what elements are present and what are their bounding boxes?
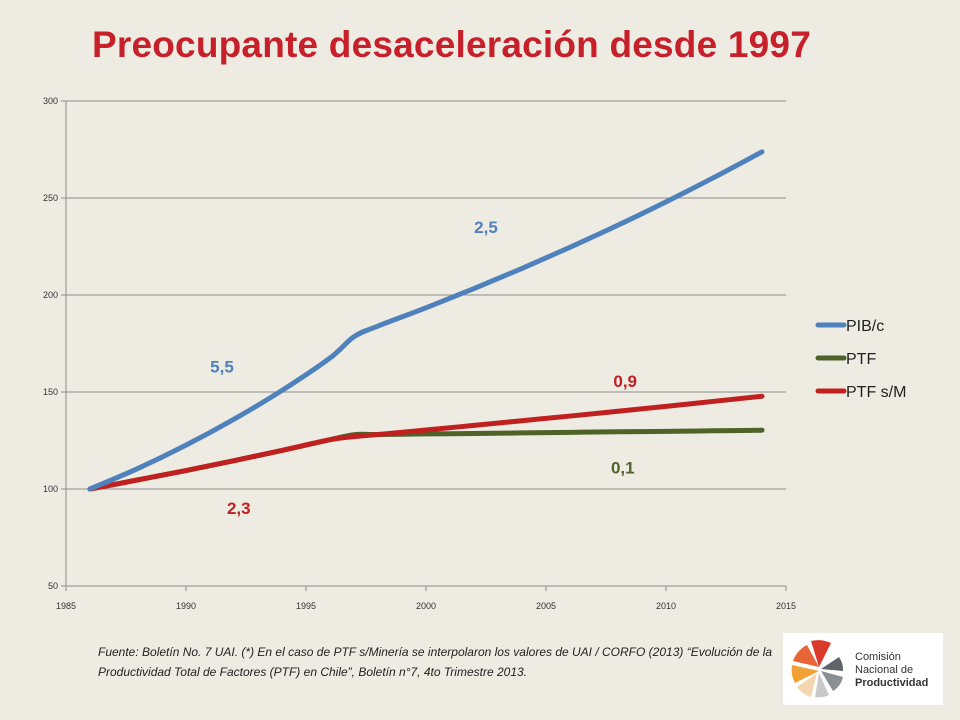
x-tick-label: 2005 [536, 601, 556, 611]
logo-line-3: Productividad [855, 677, 929, 689]
y-tick-label: 150 [43, 387, 58, 397]
logo-text: Comisión Nacional de Productividad [855, 651, 928, 690]
logo-line-1: Comisión [855, 651, 901, 663]
series-line-ptf [87, 427, 765, 492]
page-title: Preocupante desaceleración desde 1997 [92, 24, 811, 65]
y-tick-label: 50 [48, 581, 58, 591]
legend-label: PTF [846, 351, 876, 368]
y-tick-label: 250 [43, 193, 58, 203]
chart-axes: 50 100 150 200 250 300 1985 1990 1995 2000 2005 201… [43, 96, 796, 611]
legend-label: PIB/c [846, 318, 884, 335]
x-tick-label: 1985 [56, 601, 76, 611]
y-tick-label: 200 [43, 290, 58, 300]
y-tick-label: 100 [43, 484, 58, 494]
series-line-pib-c [87, 149, 765, 492]
data-label: 0,1 [611, 458, 635, 477]
logo-mark [791, 640, 844, 698]
chart-series [87, 149, 765, 492]
data-label: 2,5 [474, 218, 498, 237]
series-line-ptf-s-m [87, 393, 765, 492]
x-tick-label: 1995 [296, 601, 316, 611]
chart-annotations: 5,5 2,5 2,3 0,9 0,1 [210, 218, 637, 518]
x-tick-label: 1990 [176, 601, 196, 611]
logo: Comisión Nacional de Productividad [783, 633, 943, 705]
x-tick-label: 2010 [656, 601, 676, 611]
x-tick-label: 2000 [416, 601, 436, 611]
legend-label: PTF s/M [846, 384, 906, 401]
y-tick-label: 300 [43, 96, 58, 106]
data-label: 5,5 [210, 358, 234, 377]
source-note: Fuente: Boletín No. 7 UAI. (*) En el cas… [98, 645, 773, 679]
x-tick-label: 2015 [776, 601, 796, 611]
data-label: 2,3 [227, 499, 251, 518]
data-label: 0,9 [613, 372, 637, 391]
logo-line-2: Nacional de [855, 664, 914, 676]
chart-gridlines [66, 100, 786, 587]
line-chart: 50 100 150 200 250 300 1985 1990 1995 2000 2005 201… [43, 96, 906, 611]
chart-legend: PIB/c PTF PTF s/M [815, 318, 906, 401]
